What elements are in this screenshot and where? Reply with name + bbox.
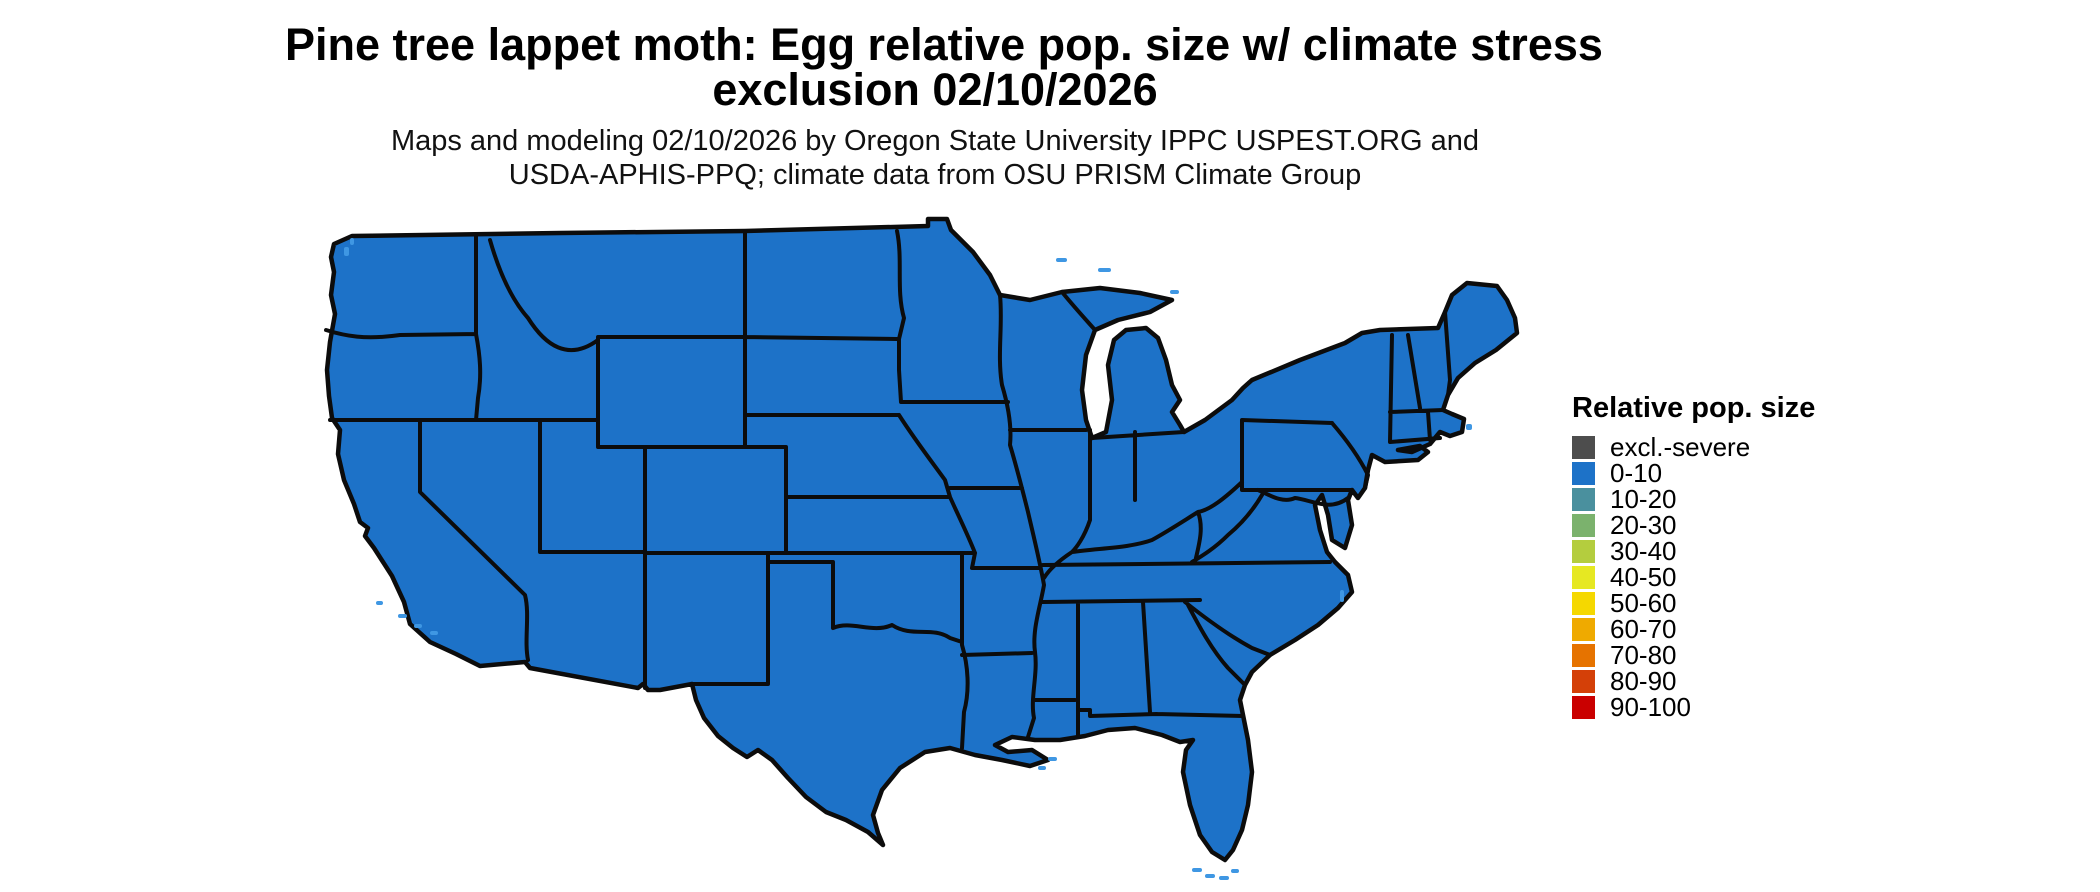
legend-entry: 40-50 xyxy=(1572,562,1872,592)
state-borders xyxy=(324,229,1452,750)
title-line-2: exclusion 02/10/2026 xyxy=(712,64,1158,115)
legend-entry: 70-80 xyxy=(1572,640,1872,670)
legend-entry-label: 0-10 xyxy=(1610,458,1663,488)
coastal-water-features xyxy=(344,238,1472,880)
legend-entry: excl.-severe xyxy=(1572,432,1872,462)
legend-entry-label: 60-70 xyxy=(1610,614,1677,644)
legend-entry-label: 90-100 xyxy=(1610,692,1691,722)
legend-title: Relative pop. size xyxy=(1572,392,1816,424)
legend-swatch xyxy=(1572,514,1595,537)
legend-swatch xyxy=(1572,592,1595,615)
legend-entry: 50-60 xyxy=(1572,588,1872,618)
legend-swatch xyxy=(1572,696,1595,719)
legend-swatch xyxy=(1572,462,1595,485)
legend-entry: 0-10 xyxy=(1572,458,1872,488)
attribution-subtitle: Maps and modeling 02/10/2026 by Oregon S… xyxy=(285,124,1585,192)
page-title: Pine tree lappet moth: Egg relative pop.… xyxy=(285,19,1603,115)
legend-entry: 80-90 xyxy=(1572,666,1872,696)
legend-entry-label: 10-20 xyxy=(1610,484,1677,514)
legend-swatch xyxy=(1572,618,1595,641)
subtitle-line-1: Maps and modeling 02/10/2026 by Oregon S… xyxy=(390,125,1480,157)
legend-swatch xyxy=(1572,488,1595,511)
legend-entry-label: excl.-severe xyxy=(1610,432,1751,462)
legend-rows: excl.-severe 0-10 10-20 20-30 30-40 40-50 50-6… xyxy=(1572,432,1872,722)
legend-entry: 30-40 xyxy=(1572,536,1872,566)
legend-entry-label: 40-50 xyxy=(1610,562,1677,592)
legend-swatch xyxy=(1572,436,1595,459)
legend-swatch xyxy=(1572,644,1595,667)
legend-entry-label: 30-40 xyxy=(1610,536,1677,566)
title-line-1: Pine tree lappet moth: Egg relative pop.… xyxy=(285,19,1603,70)
legend-swatch xyxy=(1572,540,1595,563)
legend-entry-label: 20-30 xyxy=(1610,510,1677,540)
legend-entry: 10-20 xyxy=(1572,484,1872,514)
legend-entry-label: 50-60 xyxy=(1610,588,1677,618)
us-landmass-outline xyxy=(324,216,1520,863)
subtitle-line-2: USDA-APHIS-PPQ; climate data from OSU PR… xyxy=(508,159,1362,191)
legend-entry: 60-70 xyxy=(1572,614,1872,644)
legend-entry: 90-100 xyxy=(1572,692,1872,722)
legend-entry-label: 80-90 xyxy=(1610,666,1677,696)
legend-swatch xyxy=(1572,566,1595,589)
legend: Relative pop. size excl.-severe 0-10 10-20… xyxy=(1572,392,1872,722)
legend-entry-label: 70-80 xyxy=(1610,640,1677,670)
legend-entry: 20-30 xyxy=(1572,510,1872,540)
legend-swatch xyxy=(1572,670,1595,693)
